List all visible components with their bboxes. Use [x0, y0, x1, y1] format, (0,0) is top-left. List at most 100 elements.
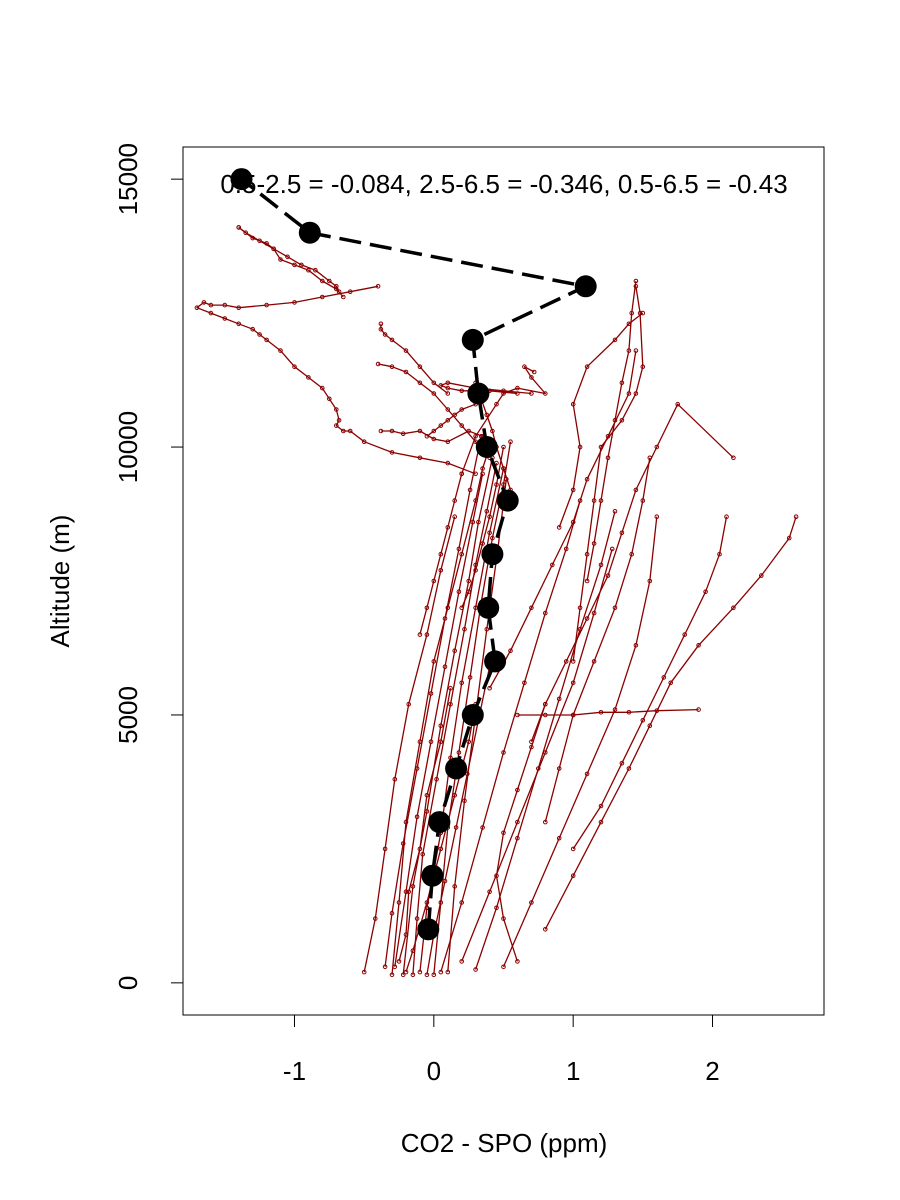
profile-point — [445, 969, 451, 975]
profile-point — [570, 487, 576, 493]
profile-point — [470, 519, 476, 525]
profile-line — [363, 516, 456, 973]
profile-point — [598, 803, 604, 809]
profile-point — [494, 401, 499, 407]
profile-point — [522, 680, 527, 686]
profile-point — [487, 530, 492, 536]
profile-point — [494, 482, 499, 487]
profile-point — [336, 418, 342, 423]
profile-point — [434, 776, 439, 782]
profile-point — [424, 900, 430, 905]
profile-point — [480, 471, 485, 477]
profile-point — [400, 841, 406, 846]
mean-profile-point — [461, 328, 484, 351]
profile-line — [572, 286, 644, 662]
profile-point — [570, 401, 576, 407]
profile-point — [462, 626, 467, 632]
profile-point — [438, 739, 444, 745]
profile-point — [417, 364, 423, 370]
profile-point — [629, 551, 635, 557]
profile-line — [419, 473, 463, 635]
profile-line — [572, 516, 728, 850]
profile-point — [490, 535, 495, 541]
mean-profile-point — [421, 864, 444, 887]
mean-profile-point — [484, 650, 507, 673]
profile-point — [626, 348, 632, 353]
profile-point — [529, 900, 534, 905]
profile-point — [647, 723, 653, 729]
x-axis-title: CO2 - SPO (ppm) — [401, 1128, 608, 1158]
x-tick-label: 0 — [427, 1056, 441, 1086]
profile-point — [487, 685, 492, 691]
profile-point — [327, 396, 332, 402]
profile-point — [420, 852, 426, 857]
profile-point — [452, 793, 458, 798]
mean-profile-point — [496, 489, 519, 512]
profile-point — [591, 659, 597, 664]
profile-point — [306, 267, 311, 273]
profile-point — [480, 541, 485, 546]
profile-point — [577, 605, 583, 611]
profile-point — [445, 460, 451, 466]
profile-point — [490, 428, 495, 434]
profiles-layer — [194, 225, 799, 978]
profile-point — [591, 610, 597, 616]
profile-point — [313, 267, 318, 273]
profile-point — [292, 364, 297, 370]
profile-point — [201, 300, 207, 305]
profile-point — [222, 302, 228, 308]
profile-point — [543, 750, 548, 755]
profile-point — [480, 825, 485, 830]
profile-point — [612, 605, 618, 611]
profile-point — [473, 434, 478, 439]
profile-point — [668, 680, 674, 686]
profile-line — [489, 350, 637, 689]
profile-point — [459, 423, 465, 428]
mean-profile-point — [481, 543, 504, 566]
profile-point — [347, 428, 353, 434]
profile-point — [389, 450, 395, 455]
profile-point — [334, 423, 339, 428]
profile-point — [406, 701, 412, 707]
profile-point — [445, 391, 451, 396]
profile-point — [438, 568, 444, 573]
profile-point — [428, 691, 434, 696]
profile-point — [629, 310, 635, 316]
profile-point — [494, 873, 499, 879]
profile-point — [654, 514, 660, 520]
mean-profile-point — [461, 704, 484, 726]
profile-point — [431, 578, 437, 584]
profile-line — [380, 323, 449, 395]
profile-point — [417, 380, 423, 386]
profile-point — [208, 302, 214, 308]
profile-point — [414, 766, 420, 771]
profile-point — [452, 498, 458, 503]
profile-point — [508, 439, 513, 445]
profile-point — [417, 632, 423, 637]
profile-line — [440, 500, 581, 973]
profile-point — [278, 257, 283, 262]
profile-point — [556, 525, 562, 530]
profile-point — [570, 873, 576, 879]
profile-point — [431, 972, 437, 978]
profile-point — [515, 959, 520, 964]
profile-point — [612, 707, 618, 712]
profile-point — [640, 364, 646, 370]
profile-point — [570, 680, 576, 686]
profile-line — [402, 457, 494, 975]
profile-point — [445, 439, 451, 445]
mean-profile-point — [445, 757, 468, 780]
profile-point — [717, 551, 722, 557]
mean-profile-layer — [230, 168, 597, 941]
profile-point — [543, 391, 548, 396]
profile-point — [731, 455, 736, 461]
profile-point — [612, 418, 618, 423]
profile-line — [196, 285, 476, 475]
profile-point — [403, 969, 409, 975]
profile-point — [612, 509, 618, 514]
profile-point — [612, 337, 618, 343]
profile-line — [495, 703, 546, 962]
profile-point — [522, 364, 527, 370]
profile-point — [417, 428, 423, 434]
profile-point — [543, 701, 548, 707]
